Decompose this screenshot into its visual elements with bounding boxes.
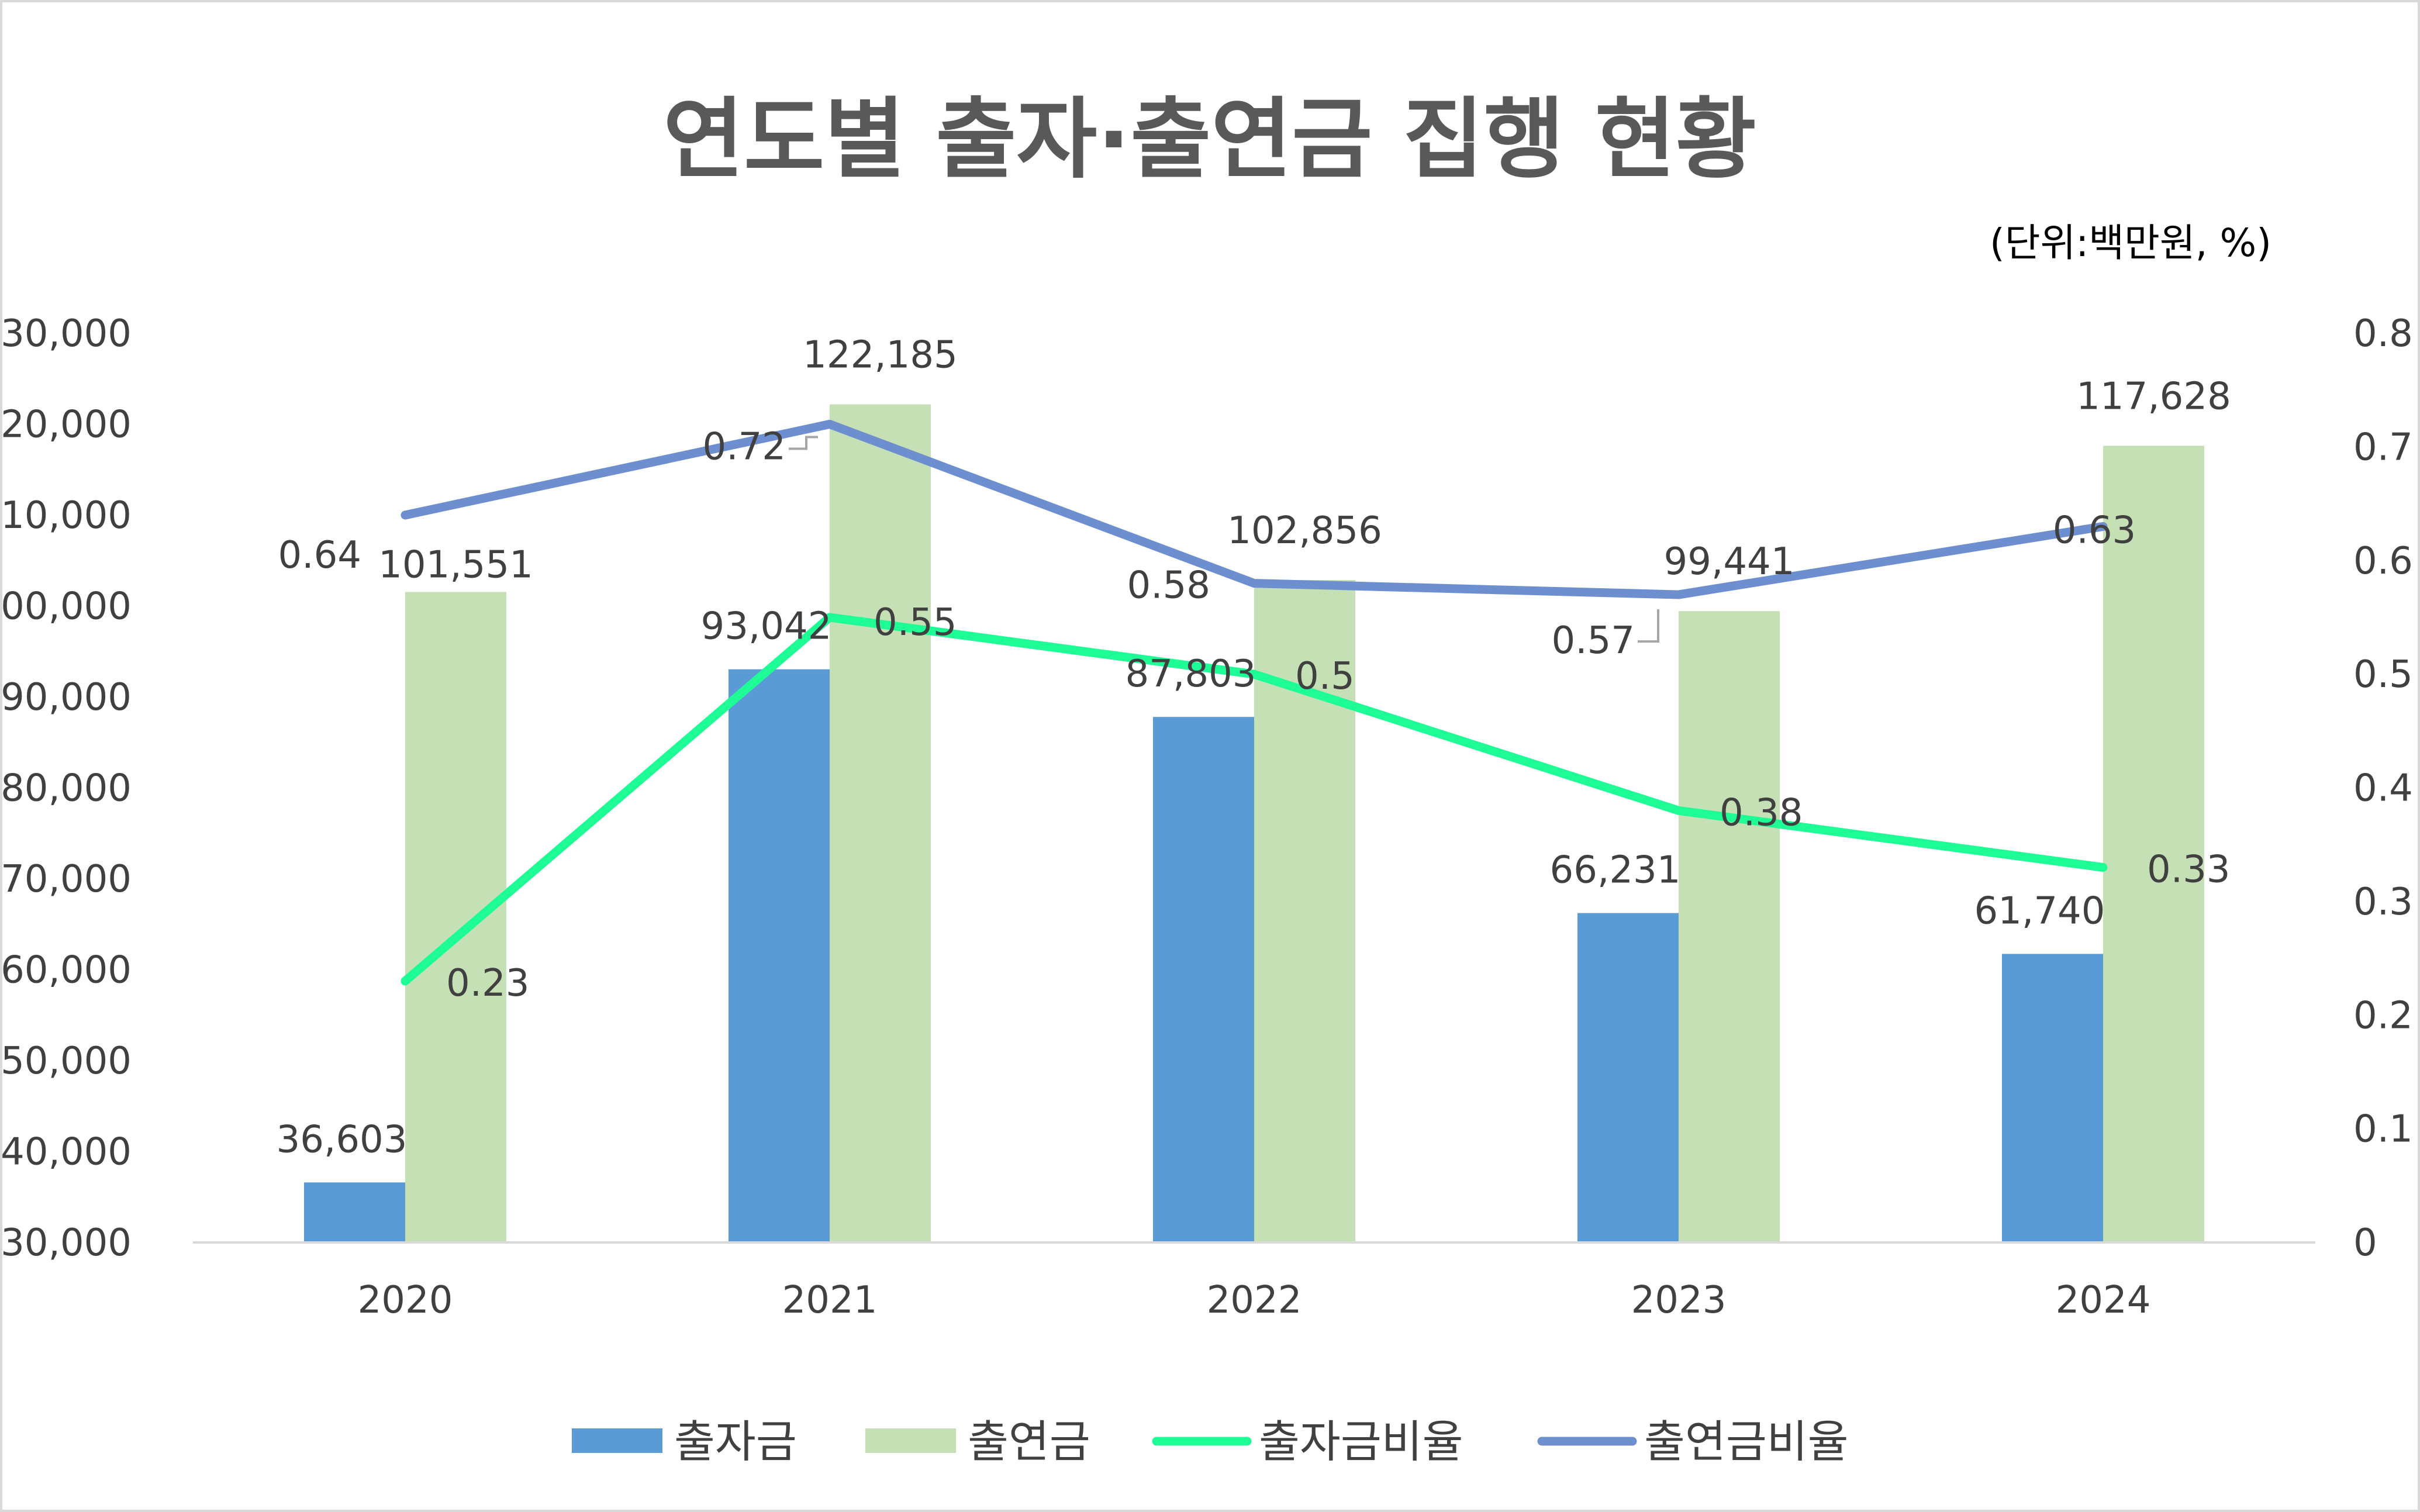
- bar-investment: [729, 669, 830, 1242]
- label-contribution-ratio: 0.57: [1552, 619, 1635, 662]
- leader-line: [1638, 609, 1659, 643]
- legend-label: 출연금비율: [1644, 1416, 1849, 1468]
- x-axis-tick-label: 2021: [782, 1279, 878, 1322]
- left-axis-tick-label: 90,000: [1, 676, 132, 719]
- bar-series: [304, 404, 2204, 1243]
- right-axis-tick-label: 0.4: [2353, 767, 2413, 810]
- right-axis-tick-label: 0.7: [2353, 426, 2413, 469]
- label-contribution: 117,628: [2076, 375, 2231, 418]
- label-investment: 66,231: [1550, 849, 1681, 892]
- left-axis-tick-label: 60,000: [1, 949, 132, 992]
- label-contribution-ratio: 0.64: [278, 534, 362, 577]
- label-investment: 61,740: [1974, 889, 2105, 933]
- legend-swatch-bar: [572, 1428, 662, 1453]
- bar-contribution: [405, 592, 506, 1242]
- label-contribution-ratio: 0.63: [2053, 509, 2136, 552]
- label-contribution-ratio: 0.58: [1127, 564, 1211, 607]
- x-axis-tick-label: 2024: [2056, 1279, 2151, 1322]
- right-axis-tick-label: 0: [2353, 1221, 2377, 1265]
- bar-contribution: [830, 404, 931, 1243]
- legend: 출자금 출연금 출자금비율 출연금비율: [572, 1416, 1849, 1468]
- label-investment-ratio: 0.33: [2147, 848, 2231, 892]
- left-axis-tick-label: 70,000: [1, 858, 132, 901]
- label-contribution: 101,551: [378, 543, 533, 586]
- x-axis-ticks: 2020 2021 2022 2023 2024: [358, 1279, 2151, 1322]
- left-axis-tick-label: 80,000: [1, 767, 132, 810]
- legend-label: 출자금비율: [1259, 1416, 1463, 1468]
- label-investment-ratio: 0.55: [874, 601, 957, 644]
- line-contribution-ratio: [401, 420, 2108, 599]
- label-investment-ratio: 0.5: [1295, 655, 1355, 698]
- x-axis-tick-label: 2023: [1631, 1279, 1727, 1322]
- right-axis-tick-label: 0.8: [2353, 312, 2413, 355]
- label-investment: 93,042: [701, 605, 832, 648]
- unit-label: (단위:백만원, %): [1990, 220, 2271, 265]
- label-leader-lines: [789, 436, 1659, 643]
- legend-label: 출자금: [674, 1416, 797, 1468]
- left-axis-tick-label: 30,000: [1, 1221, 132, 1265]
- left-axis-tick-label: 50,000: [1, 1040, 132, 1083]
- legend-swatch-bar: [865, 1428, 956, 1453]
- data-labels: 36,603 93,042 87,803 66,231 61,740 101,551 122…: [277, 334, 2231, 1162]
- legend-label: 출연금: [968, 1416, 1090, 1468]
- line-investment-ratio: [401, 613, 2108, 986]
- line-series: [401, 420, 2108, 986]
- right-axis-tick-label: 0.1: [2353, 1108, 2413, 1151]
- left-axis-tick-label: 110,000: [0, 494, 132, 537]
- label-contribution-ratio: 0.72: [703, 426, 786, 469]
- label-investment: 87,803: [1126, 653, 1256, 696]
- right-axis-tick-label: 0.6: [2353, 540, 2413, 583]
- right-axis-tick-label: 0.2: [2353, 994, 2413, 1037]
- bar-investment: [304, 1182, 405, 1242]
- left-axis-tick-label: 100,000: [0, 585, 132, 629]
- left-axis-tick-label: 120,000: [0, 403, 132, 447]
- bar-investment: [1577, 913, 1679, 1242]
- bar-investment: [1153, 717, 1254, 1242]
- bar-contribution: [2103, 446, 2204, 1243]
- left-axis-tick-label: 130,000: [0, 312, 132, 355]
- right-axis-ticks: 0 0.1 0.2 0.3 0.4 0.5 0.6 0.7 0.8: [2353, 312, 2413, 1265]
- label-investment-ratio: 0.23: [446, 962, 530, 1005]
- label-investment: 36,603: [277, 1118, 408, 1161]
- bar-contribution: [1679, 611, 1780, 1242]
- left-axis-tick-label: 40,000: [1, 1131, 132, 1174]
- label-contribution: 99,441: [1664, 540, 1795, 584]
- bar-investment: [2002, 954, 2103, 1242]
- right-axis-tick-label: 0.3: [2353, 881, 2413, 924]
- x-axis-tick-label: 2020: [358, 1279, 453, 1322]
- label-investment-ratio: 0.38: [1720, 791, 1803, 834]
- leader-line: [789, 436, 818, 450]
- left-axis-ticks: 30,000 40,000 50,000 60,000 70,000 80,000 90,0…: [0, 312, 132, 1265]
- label-contribution: 122,185: [803, 334, 958, 377]
- right-axis-tick-label: 0.5: [2353, 653, 2413, 696]
- x-axis-tick-label: 2022: [1207, 1279, 1302, 1322]
- chart-title: 연도별 출자·출연금 집행 현황: [663, 89, 1756, 191]
- label-contribution: 102,856: [1227, 509, 1382, 553]
